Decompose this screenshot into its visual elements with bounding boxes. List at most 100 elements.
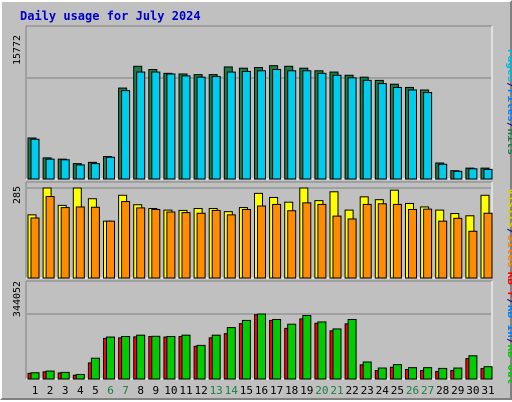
xtick-label-day-13: 13: [210, 384, 223, 397]
bar-files-day-5: [90, 163, 100, 180]
xtick-label-day-26: 26: [406, 384, 419, 397]
bar-files-day-8: [136, 71, 146, 180]
xtick-label-day-7: 7: [122, 384, 129, 397]
bar-sites-day-16: [257, 205, 266, 279]
bar-sites-day-28: [438, 220, 448, 279]
bar-files-day-17: [272, 68, 282, 180]
bar-files-day-18: [287, 70, 297, 180]
bar-files-day-29: [453, 170, 463, 180]
bar-files-day-26: [408, 89, 417, 180]
xtick-label-day-22: 22: [345, 384, 358, 397]
bar-files-day-28: [438, 163, 448, 180]
bar-kb-out-day-7: [121, 335, 131, 380]
bar-sites-day-13: [211, 209, 221, 279]
bar-sites-day-3: [60, 207, 70, 279]
legend-item-3: /: [505, 122, 512, 129]
bar-sites-day-8: [136, 207, 146, 279]
bar-files-day-21: [332, 74, 342, 180]
bar-kb-out-day-22: [347, 318, 357, 380]
bar-kb-out-day-5: [90, 357, 100, 380]
bar-files-day-27: [423, 92, 433, 180]
legend-item-3: /: [505, 338, 512, 345]
bar-kb-out-day-25: [392, 364, 402, 380]
xtick-label-day-18: 18: [285, 384, 298, 397]
bar-files-day-23: [362, 79, 372, 180]
xtick-label-day-25: 25: [391, 384, 404, 397]
bar-sites-day-17: [272, 203, 282, 279]
xtick-label-day-24: 24: [376, 384, 390, 397]
legend-item-1: /: [505, 298, 512, 305]
bar-kb-out-day-11: [181, 334, 191, 380]
panel-2-legend: Visits/Sites: [505, 188, 512, 268]
bar-sites-day-12: [196, 212, 206, 279]
bar-kb-out-day-13: [211, 334, 221, 380]
bar-kb-out-day-16: [257, 313, 266, 380]
bar-files-day-15: [241, 70, 251, 180]
bar-sites-day-9: [151, 208, 161, 279]
bar-kb-out-day-14: [226, 327, 236, 380]
bar-sites-day-25: [392, 203, 402, 279]
bar-files-day-1: [30, 138, 40, 180]
bar-sites-day-1: [30, 217, 40, 279]
xtick-label-day-12: 12: [194, 384, 207, 397]
bar-kb-out-day-18: [287, 323, 297, 380]
xtick-label-day-23: 23: [361, 384, 374, 397]
panel-1-ytick-label: 15772: [12, 35, 23, 65]
xtick-label-day-16: 16: [255, 384, 268, 397]
bar-files-day-12: [196, 76, 206, 180]
bar-files-day-11: [181, 75, 191, 180]
legend-item-4: Hits: [505, 129, 512, 156]
bar-sites-day-27: [423, 208, 433, 279]
bar-files-day-7: [121, 90, 131, 180]
bar-sites-day-5: [90, 206, 100, 279]
xtick-label-day-30: 30: [466, 384, 479, 397]
bar-files-day-16: [257, 70, 266, 180]
bar-kb-out-day-31: [483, 366, 493, 380]
bar-files-day-25: [392, 86, 402, 180]
bar-kb-out-day-12: [196, 344, 206, 380]
bar-kb-out-day-26: [408, 367, 417, 380]
bar-files-day-14: [226, 71, 236, 180]
bar-kb-out-day-3: [60, 371, 70, 380]
bar-kb-out-day-9: [151, 335, 161, 380]
xtick-label-day-10: 10: [164, 384, 177, 397]
xtick-label-day-27: 27: [421, 384, 434, 397]
bar-sites-day-4: [75, 206, 85, 279]
xtick-label-day-15: 15: [240, 384, 253, 397]
xtick-label-day-28: 28: [436, 384, 449, 397]
xtick-label-day-3: 3: [62, 384, 69, 397]
xtick-label-day-29: 29: [451, 384, 464, 397]
bar-sites-day-26: [408, 208, 417, 279]
bar-kb-out-day-19: [302, 315, 312, 380]
bar-sites-day-6: [106, 220, 115, 279]
bar-sites-day-23: [362, 203, 372, 279]
bar-kb-out-day-17: [272, 318, 282, 380]
bar-kb-out-day-20: [317, 321, 327, 380]
bar-files-day-30: [468, 168, 478, 180]
legend-item-2: KB In: [505, 305, 512, 338]
bar-kb-out-day-4: [75, 373, 85, 380]
bar-kb-out-day-21: [332, 328, 342, 380]
bar-kb-out-day-10: [166, 335, 176, 380]
xtick-label-day-5: 5: [92, 384, 99, 397]
bar-sites-day-11: [181, 212, 191, 279]
bar-sites-day-15: [241, 208, 251, 279]
bar-sites-day-7: [121, 201, 131, 279]
bar-kb-out-day-6: [106, 336, 115, 380]
bar-files-day-9: [151, 71, 161, 180]
bar-sites-day-19: [302, 202, 312, 279]
legend-item-0: Visits: [505, 188, 512, 228]
xtick-label-day-6: 6: [107, 384, 114, 397]
bar-kb-out-day-28: [438, 367, 448, 380]
bar-sites-day-20: [317, 203, 327, 279]
panel-1-legend: Pages/Files/Hits: [505, 49, 512, 155]
xtick-label-day-20: 20: [315, 384, 328, 397]
xtick-label-day-31: 31: [481, 384, 494, 397]
bar-files-day-13: [211, 76, 221, 180]
bar-sites-day-30: [468, 230, 478, 279]
bar-kb-out-day-1: [30, 372, 40, 380]
xtick-label-day-8: 8: [137, 384, 144, 397]
legend-item-2: Files: [505, 89, 512, 122]
bar-files-day-3: [60, 159, 70, 180]
panel-3-ytick-label: 344052: [12, 281, 23, 317]
